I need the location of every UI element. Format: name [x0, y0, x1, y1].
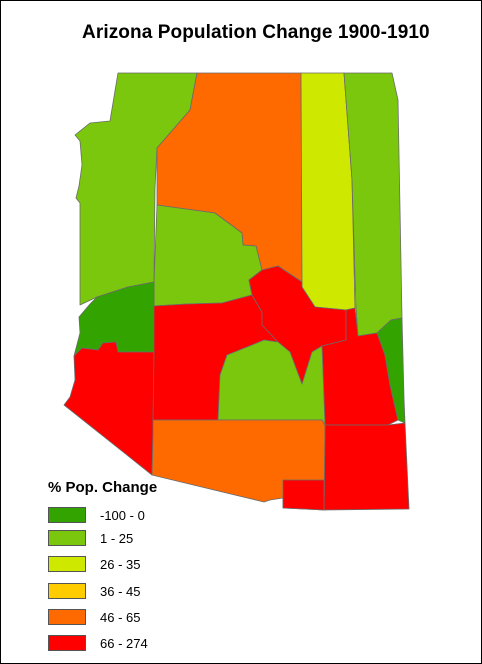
legend-swatch	[48, 530, 86, 546]
legend-swatch	[48, 635, 86, 651]
legend-swatch	[48, 609, 86, 625]
legend-item: 46 - 65	[48, 609, 140, 625]
map-title: Arizona Population Change 1900-1910	[82, 22, 430, 43]
county-greenlee[interactable]	[376, 317, 406, 424]
legend-label: 36 - 45	[100, 583, 141, 599]
legend-title: % Pop. Change	[48, 479, 158, 496]
legend-swatch	[48, 556, 86, 572]
legend-item: -100 - 0	[48, 507, 145, 523]
legend-label: -100 - 0	[100, 507, 145, 523]
legend-label: 1 - 25	[100, 530, 134, 546]
legend-label: 46 - 65	[100, 609, 141, 625]
county-yuma-south[interactable]	[63, 341, 155, 476]
county-santa-cruz[interactable]	[282, 479, 325, 511]
legend-item: 26 - 35	[48, 556, 140, 572]
legend-item: 66 - 274	[48, 635, 148, 651]
legend-swatch	[48, 507, 86, 523]
county-cochise[interactable]	[323, 422, 410, 511]
legend-item: 1 - 25	[48, 530, 133, 546]
legend-item: 36 - 45	[48, 583, 140, 599]
legend-swatch	[48, 583, 86, 599]
legend-label: 26 - 35	[100, 556, 141, 572]
legend-label: 66 - 274	[100, 635, 148, 651]
